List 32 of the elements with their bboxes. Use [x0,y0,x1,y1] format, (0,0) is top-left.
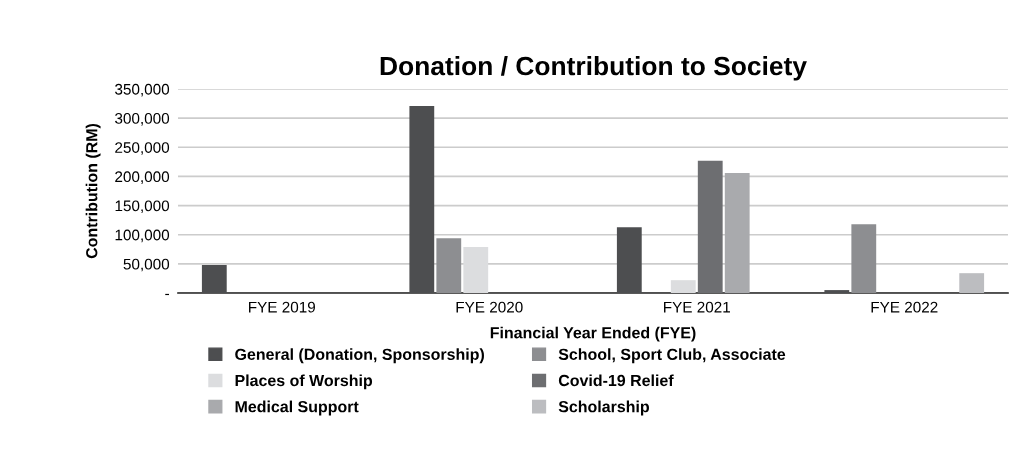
bar [616,227,642,293]
y-tick-label: 50,000 [123,258,170,272]
y-axis-title: Contribution (RM) [85,123,101,259]
x-tick-label: FYE 2022 [871,301,938,313]
legend-label: General (Donation, Sponsorship) [235,348,484,364]
y-tick-label: 150,000 [115,200,170,214]
y-tick-label: 250,000 [115,142,170,155]
chart-title: Donation / Contribution to Society [380,55,807,81]
x-tick-label: FYE 2020 [456,301,523,313]
bar [697,160,723,293]
bar [959,273,985,293]
x-tick-label: FYE 2021 [664,301,730,313]
bar [824,290,850,293]
legend-label: Medical Support [235,400,359,416]
y-tick-label: 300,000 [115,113,170,126]
bar [201,265,227,293]
bar [463,246,489,293]
legend-label: Places of Worship [235,374,373,390]
x-tick-label: FYE 2019 [249,301,315,313]
legend-label: Covid-19 Relief [558,374,674,387]
y-tick-label: 200,000 [115,171,170,184]
x-axis-title: Financial Year Ended (FYE) [490,326,696,342]
y-tick-label: 100,000 [115,229,170,243]
bar [436,238,462,293]
y-tick-label: 350,000 [115,83,170,97]
bar [409,105,435,293]
bar [851,224,877,293]
bar [670,280,696,293]
bar [724,172,750,293]
y-tick-label: - [165,293,169,296]
legend-label: School, Sport Club, Associate [558,348,786,364]
legend-label: Scholarship [558,400,649,416]
